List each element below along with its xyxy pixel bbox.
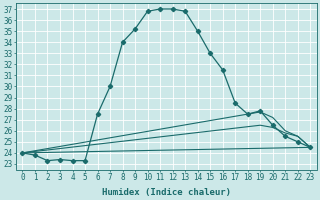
X-axis label: Humidex (Indice chaleur): Humidex (Indice chaleur) (102, 188, 231, 197)
